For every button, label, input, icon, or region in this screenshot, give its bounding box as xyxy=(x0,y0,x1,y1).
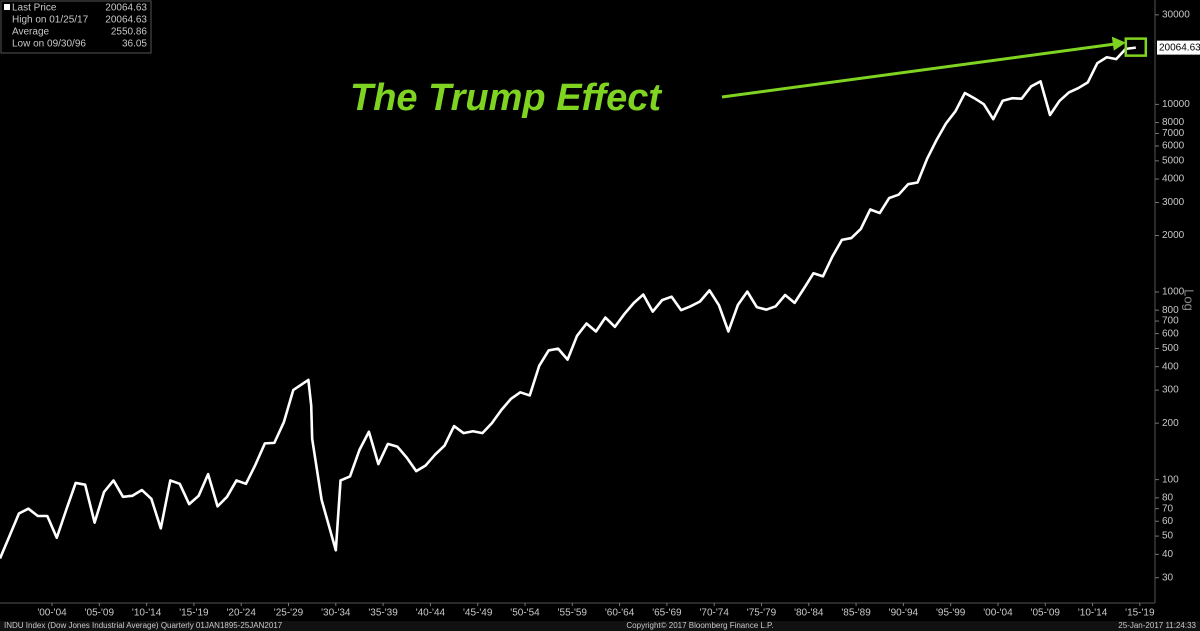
x-tick-label: '90-'94 xyxy=(889,608,919,619)
x-tick-label: '70-'74 xyxy=(699,608,729,619)
axis-label: Log xyxy=(1182,289,1197,311)
x-tick-label: '10-'14 xyxy=(132,608,162,619)
legend-value: 36.05 xyxy=(122,39,147,50)
arrow-head xyxy=(1111,36,1126,51)
x-tick-label: '00-'04 xyxy=(37,608,67,619)
y-tick-label: 800 xyxy=(1162,305,1179,316)
y-tick-label: 60 xyxy=(1162,516,1174,527)
annotation: The Trump Effect xyxy=(350,77,662,119)
legend-label: Last Price xyxy=(12,3,57,14)
y-tick-label: 70 xyxy=(1162,503,1174,514)
legend-label: Average xyxy=(12,27,50,38)
y-tick-label: 600 xyxy=(1162,328,1179,339)
legend-label: High on 01/25/17 xyxy=(12,15,89,26)
y-tick-label: 300 xyxy=(1162,385,1179,396)
x-tick-label: '05-'09 xyxy=(85,608,115,619)
footer-bg xyxy=(0,621,1200,631)
arrow-line xyxy=(721,42,1118,99)
x-tick-label: '60-'64 xyxy=(605,608,635,619)
price-line xyxy=(0,46,1136,559)
legend-value: 2550.86 xyxy=(111,27,148,38)
y-tick-label: 7000 xyxy=(1162,128,1185,139)
y-tick-label: 40 xyxy=(1162,549,1174,560)
y-tick-label: 1000 xyxy=(1162,287,1185,298)
y-tick-label: 30 xyxy=(1162,572,1174,583)
highlight-box xyxy=(1124,37,1148,57)
y-tick-label: 80 xyxy=(1162,492,1174,503)
y-tick-label: 8000 xyxy=(1162,117,1185,128)
y-tick-label: 100 xyxy=(1162,474,1179,485)
x-tick-label: '25-'29 xyxy=(274,608,304,619)
x-tick-label: '30-'34 xyxy=(321,608,351,619)
y-tick-label: 4000 xyxy=(1162,174,1185,185)
y-tick-label: 500 xyxy=(1162,343,1179,354)
footer-right: 25-Jan-2017 11:24:33 xyxy=(1118,621,1196,630)
x-tick-label: '75-'79 xyxy=(747,608,777,619)
y-tick-label: 5000 xyxy=(1162,155,1185,166)
x-tick-label: '15-'19 xyxy=(1125,608,1155,619)
footer-left: INDU Index (Dow Jones Industrial Average… xyxy=(4,621,283,630)
y-tick-label: 50 xyxy=(1162,531,1174,542)
y-tick-label: 700 xyxy=(1162,316,1179,327)
y-tick-label: 2000 xyxy=(1162,230,1185,241)
x-tick-label: '05-'09 xyxy=(1031,608,1061,619)
x-tick-label: '35-'39 xyxy=(368,608,398,619)
x-tick-label: '00-'04 xyxy=(983,608,1013,619)
last-price-box xyxy=(1157,40,1200,55)
x-tick-label: '20-'24 xyxy=(227,608,257,619)
x-tick-label: '85-'89 xyxy=(841,608,871,619)
legend-label: Low on 09/30/96 xyxy=(12,39,86,50)
last-price-label: 20064.63 xyxy=(1159,42,1200,53)
legend-value: 20064.63 xyxy=(105,15,147,26)
x-tick-label: '45-'49 xyxy=(463,608,493,619)
legend-swatch xyxy=(4,4,10,10)
y-tick-label: 6000 xyxy=(1162,141,1185,152)
x-tick-label: '95-'99 xyxy=(936,608,966,619)
y-tick-label: 30000 xyxy=(1162,9,1190,20)
legend-value: 20064.63 xyxy=(105,3,147,14)
y-tick-label: 10000 xyxy=(1162,99,1190,110)
x-tick-label: '65-'69 xyxy=(652,608,682,619)
x-tick-label: '50-'54 xyxy=(510,608,540,619)
footer-center: Copyright© 2017 Bloomberg Finance L.P. xyxy=(626,621,773,630)
legend-box xyxy=(0,0,152,54)
y-tick-label: 200 xyxy=(1162,418,1179,429)
x-tick-label: '55-'59 xyxy=(558,608,588,619)
y-tick-label: 400 xyxy=(1162,361,1179,372)
x-tick-label: '10-'14 xyxy=(1078,608,1108,619)
x-tick-label: '15-'19 xyxy=(179,608,209,619)
y-tick-label: 3000 xyxy=(1162,197,1185,208)
x-tick-label: '40-'44 xyxy=(416,608,446,619)
x-tick-label: '80-'84 xyxy=(794,608,824,619)
